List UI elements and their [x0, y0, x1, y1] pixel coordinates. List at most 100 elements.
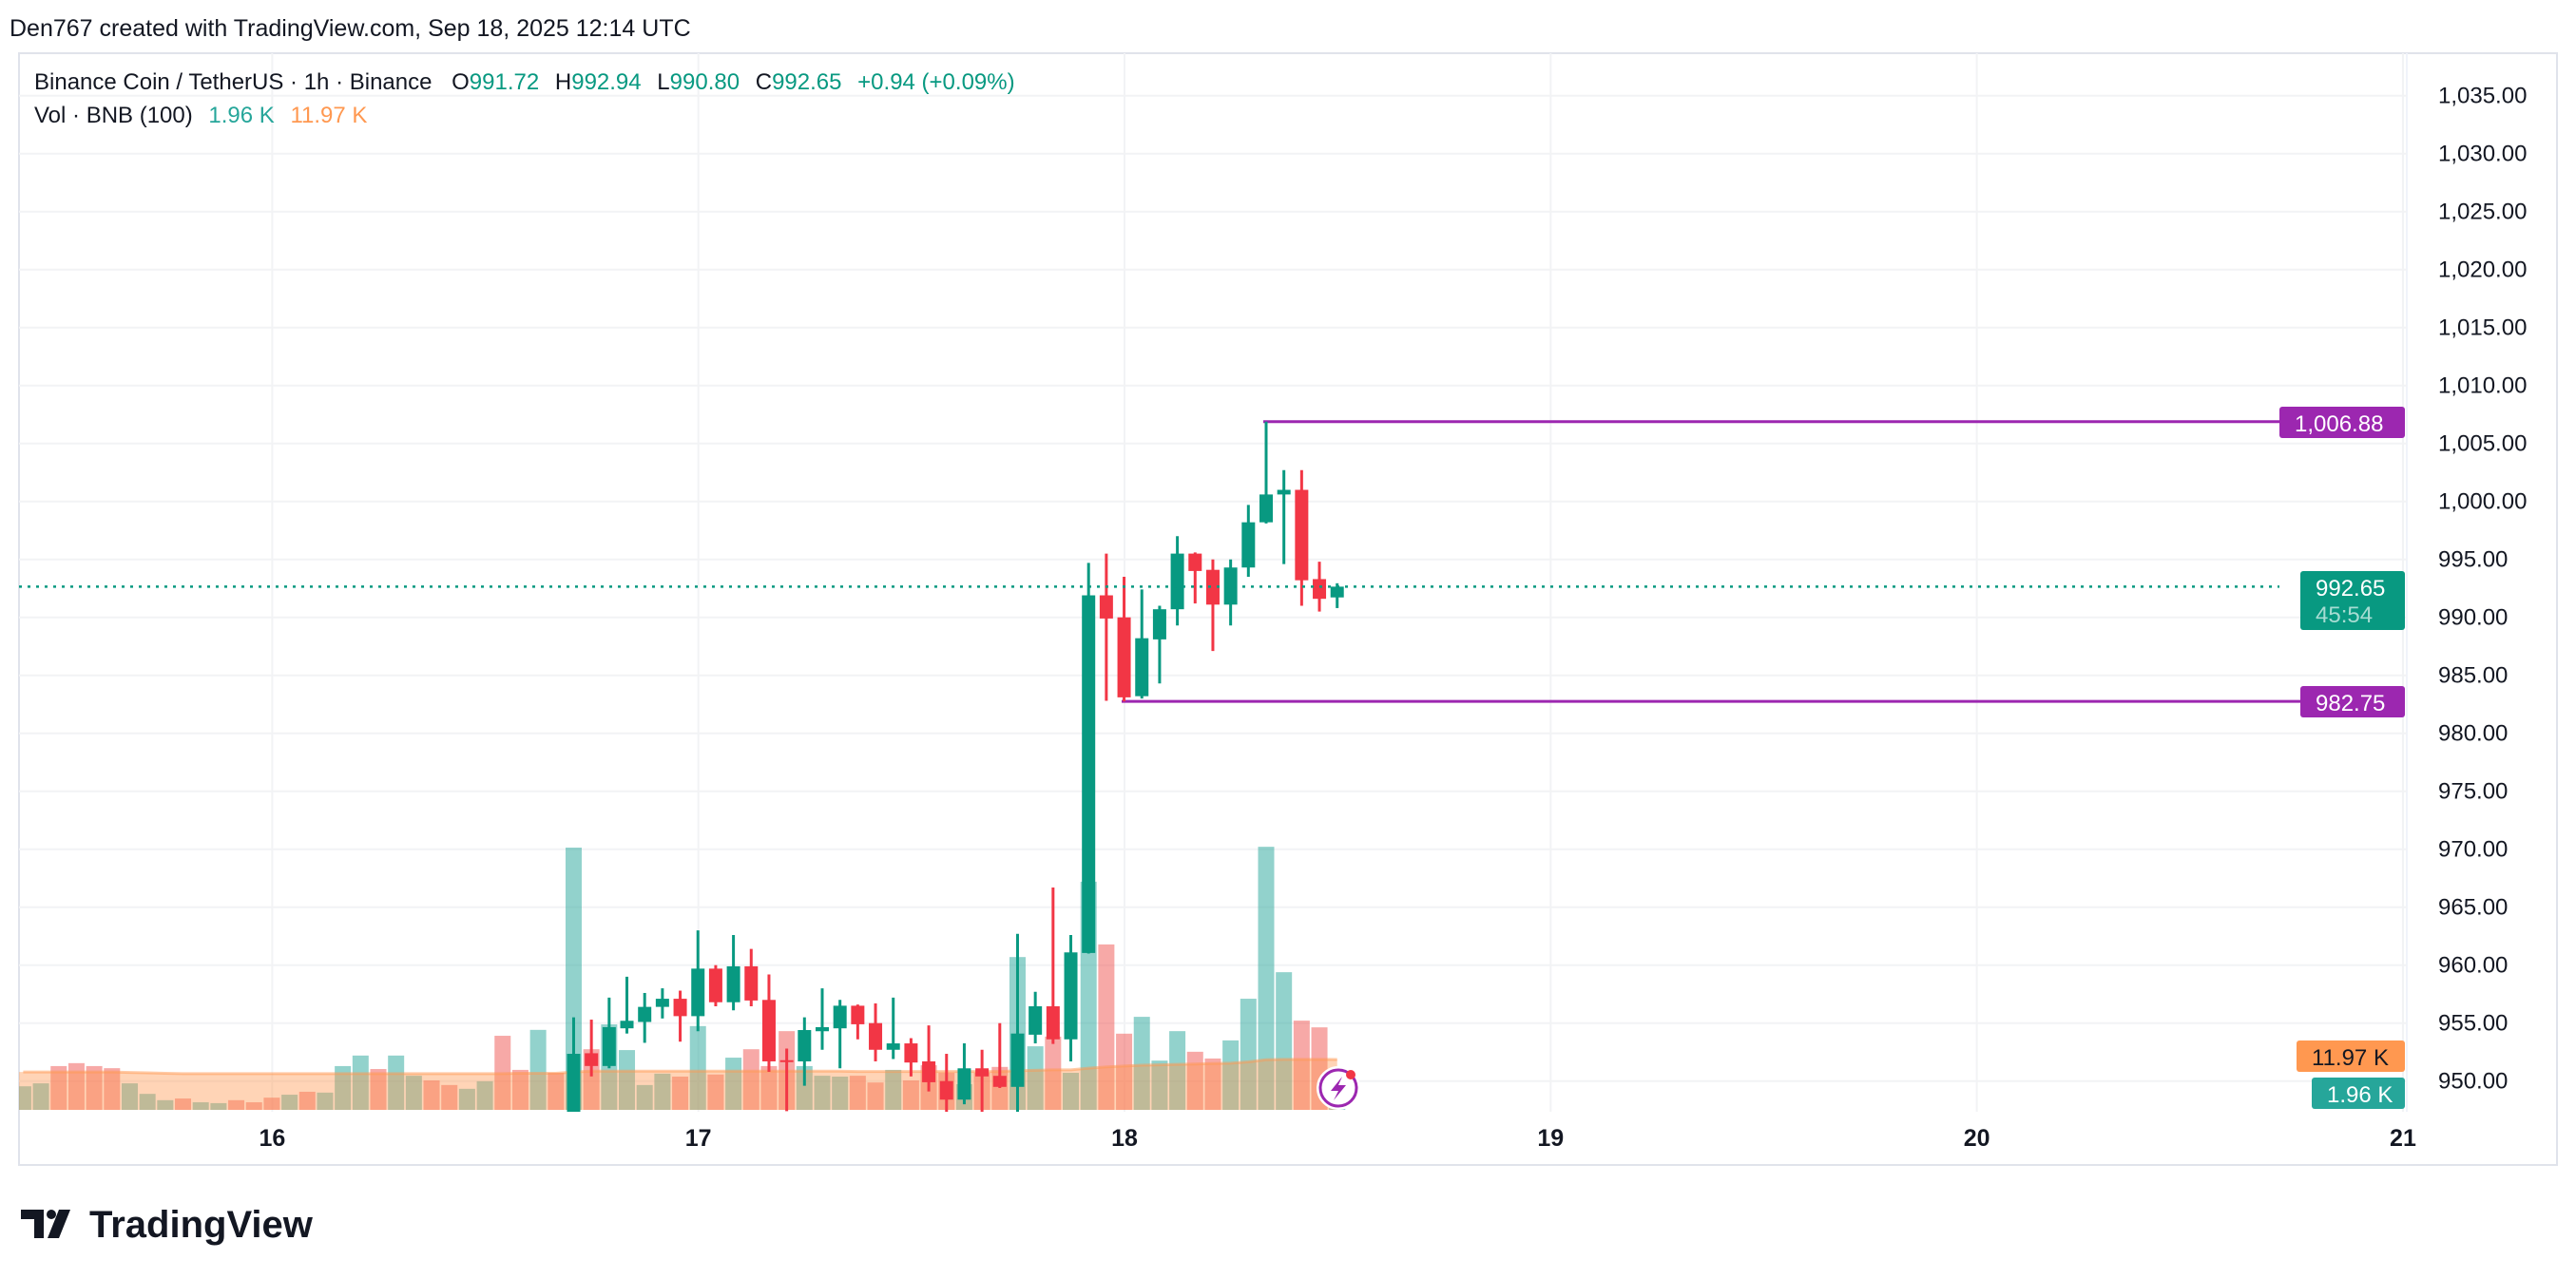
candle-body: [1135, 638, 1149, 697]
candle-body: [1064, 952, 1078, 1040]
volume-bar: [245, 1102, 262, 1110]
volume-bar: [317, 1092, 334, 1110]
price-tick-label: 1,000.00: [2438, 489, 2527, 515]
candle-body: [567, 1054, 581, 1112]
candle-body: [1277, 489, 1291, 495]
last-price-badge: 992.65 45:54: [2300, 571, 2405, 630]
vol-ma-badge: 11.97 K: [2297, 1040, 2405, 1072]
attribution-text: Den767 created with TradingView.com, Sep…: [10, 15, 691, 42]
notification-dot-icon: [1346, 1070, 1355, 1079]
volume-bar: [476, 1080, 493, 1110]
volume-bar: [1045, 1036, 1062, 1110]
legend-vol-ma-value: 11.97 K: [290, 103, 367, 128]
legend-h-label: H: [555, 69, 571, 95]
price-tick-label: 1,010.00: [2438, 373, 2527, 399]
volume-ma: [19, 1058, 1337, 1110]
candle-body: [1188, 553, 1202, 571]
candle-body: [922, 1060, 936, 1082]
candle-body: [1241, 522, 1256, 568]
volume-bar: [1186, 1051, 1203, 1110]
volume-bar: [1258, 847, 1275, 1110]
time-axis[interactable]: 16 17 18 19 20 21: [259, 1125, 2416, 1152]
price-tick-label: 990.00: [2438, 605, 2508, 631]
candle-body: [1223, 567, 1238, 605]
vol-badge: 1.96 K: [2312, 1078, 2405, 1109]
volume-bar: [441, 1084, 458, 1110]
candle-body: [779, 1059, 794, 1062]
volume-bar: [902, 1079, 919, 1110]
volume-bar: [565, 848, 582, 1110]
volume-bar: [796, 1065, 813, 1110]
candle-body: [992, 1076, 1007, 1087]
day-tick-label: 19: [1537, 1125, 1564, 1152]
volume-bar: [1222, 1040, 1240, 1110]
tradingview-logo[interactable]: TradingView: [21, 1204, 314, 1246]
price-tick-label: 955.00: [2438, 1011, 2508, 1037]
candle-body: [1259, 494, 1273, 523]
volume-bar: [157, 1099, 174, 1110]
volume-bar: [1293, 1021, 1310, 1110]
candle-body: [851, 1005, 865, 1024]
volume-bar: [210, 1102, 227, 1110]
volume-bar: [689, 1025, 706, 1110]
volume-bar: [175, 1098, 192, 1110]
candle-series: [567, 421, 1344, 1112]
volume-bar: [139, 1094, 156, 1110]
legend-ohlc: Binance Coin / TetherUS · 1h · Binance O…: [34, 69, 1015, 95]
candle-body: [726, 965, 740, 1002]
horizontal-lines[interactable]: [1122, 420, 2300, 703]
candle-body: [1205, 569, 1220, 605]
volume-bar: [67, 1062, 85, 1110]
price-axis[interactable]: 1,035.00 1,030.00 1,025.00 1,020.00 1,015.00…: [2438, 84, 2527, 1095]
candle-body: [655, 999, 669, 1007]
volume-bar: [511, 1069, 529, 1110]
price-tick-label: 980.00: [2438, 721, 2508, 747]
volume-bar: [707, 1074, 724, 1110]
legend-c-value: 992.65: [772, 69, 841, 95]
price-tick-label: 965.00: [2438, 895, 2508, 921]
candle-body: [1082, 595, 1096, 953]
candle-body: [957, 1068, 971, 1100]
price-tick-label: 1,005.00: [2438, 431, 2527, 457]
volume-bar: [1116, 1033, 1133, 1110]
high-line-value: 1,006.88: [2295, 411, 2383, 437]
candle-body: [869, 1022, 883, 1050]
legend-vol-value: 1.96 K: [208, 103, 274, 128]
candle-body: [744, 965, 759, 1001]
volume-bar: [281, 1095, 298, 1110]
lightning-icon[interactable]: [1317, 1066, 1360, 1110]
price-tick-label: 1,030.00: [2438, 142, 2527, 167]
price-tick-label: 970.00: [2438, 837, 2508, 863]
volume-bar: [1204, 1058, 1221, 1110]
candle-body: [708, 968, 722, 1002]
volume-bar: [104, 1068, 121, 1110]
candle-body: [939, 1080, 953, 1100]
volume-bar: [1027, 1046, 1044, 1110]
bar-countdown: 45:54: [2316, 602, 2373, 628]
legend-o-value: 991.72: [470, 69, 539, 95]
volume-bar: [1169, 1031, 1186, 1110]
volume-bar: [885, 1069, 902, 1110]
volume-bar: [529, 1029, 547, 1110]
volume-bar: [742, 1049, 759, 1110]
volume-bar: [263, 1098, 280, 1110]
candle-body: [1010, 1033, 1025, 1087]
price-tick-label: 950.00: [2438, 1069, 2508, 1095]
volume-bar: [121, 1083, 138, 1110]
volume-bar: [352, 1055, 369, 1110]
legend-o-label: O: [452, 69, 470, 95]
legend-l-label: L: [657, 69, 669, 95]
volume-bar: [228, 1099, 245, 1110]
candle-body: [673, 999, 687, 1017]
legend-symbol[interactable]: Binance Coin / TetherUS · 1h · Binance: [34, 69, 432, 95]
price-tick-label: 1,025.00: [2438, 200, 2527, 225]
high-line-badge: 1,006.88: [2279, 407, 2405, 438]
legend-h-value: 992.94: [571, 69, 641, 95]
volume-bar: [335, 1065, 352, 1110]
volume-bar: [1133, 1017, 1150, 1110]
volume-bar: [298, 1091, 316, 1110]
legend-vol-label[interactable]: Vol · BNB (100): [34, 103, 193, 128]
volume-bar: [1151, 1060, 1168, 1110]
volume-bar: [458, 1088, 475, 1110]
